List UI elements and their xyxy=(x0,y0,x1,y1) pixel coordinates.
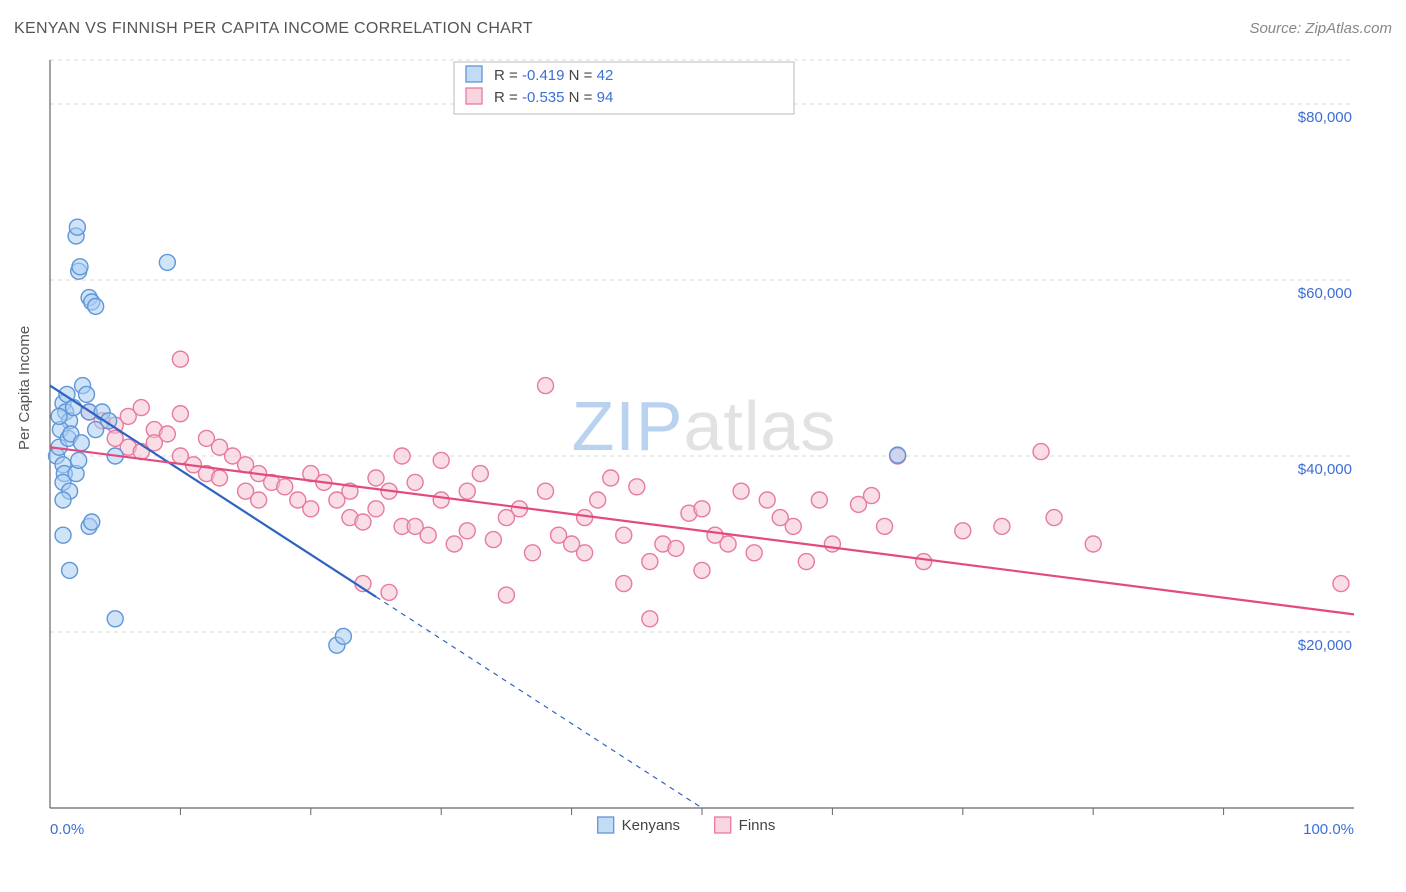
scatter-point-finns xyxy=(538,483,554,499)
scatter-point-finns xyxy=(1033,444,1049,460)
scatter-point-kenyans xyxy=(159,254,175,270)
scatter-point-finns xyxy=(459,523,475,539)
legend-stats-row: R = -0.535 N = 94 xyxy=(494,89,613,106)
scatter-point-finns xyxy=(538,378,554,394)
scatter-point-finns xyxy=(498,587,514,603)
scatter-point-finns xyxy=(1046,510,1062,526)
trendline-finns xyxy=(50,447,1354,614)
scatter-point-finns xyxy=(1333,576,1349,592)
scatter-point-finns xyxy=(159,426,175,442)
scatter-point-finns xyxy=(577,510,593,526)
scatter-point-finns xyxy=(785,518,801,534)
scatter-point-kenyans xyxy=(107,611,123,627)
x-max-label: 100.0% xyxy=(1303,821,1354,838)
scatter-point-kenyans xyxy=(71,452,87,468)
legend-label-kenyans: Kenyans xyxy=(622,817,680,834)
scatter-point-finns xyxy=(212,470,228,486)
scatter-point-finns xyxy=(381,584,397,600)
scatter-chart: $20,000 $40,000 $60,000 $80,000 0.0% 100.0% R … xyxy=(14,50,1392,850)
scatter-point-finns xyxy=(472,466,488,482)
scatter-point-kenyans xyxy=(88,422,104,438)
chart-area: Per Capita Income $20,000$40,000$60,000$… xyxy=(14,50,1392,850)
scatter-point-finns xyxy=(642,554,658,570)
legend-swatch-kenyans xyxy=(598,817,614,833)
scatter-point-finns xyxy=(694,501,710,517)
scatter-point-finns xyxy=(864,488,880,504)
legend-swatch-finns xyxy=(466,88,482,104)
scatter-point-finns xyxy=(629,479,645,495)
scatter-point-kenyans xyxy=(335,628,351,644)
scatter-point-finns xyxy=(694,562,710,578)
legend-stats: R = -0.419 N = 42 R = -0.535 N = 94 xyxy=(454,62,794,114)
scatter-point-finns xyxy=(811,492,827,508)
scatter-point-finns xyxy=(420,527,436,543)
scatter-point-finns xyxy=(642,611,658,627)
scatter-point-kenyans xyxy=(62,562,78,578)
scatter-point-finns xyxy=(746,545,762,561)
y-axis-label: Per Capita Income xyxy=(16,326,33,450)
legend-label-finns: Finns xyxy=(739,817,776,834)
scatter-point-finns xyxy=(603,470,619,486)
scatter-point-finns xyxy=(733,483,749,499)
scatter-point-finns xyxy=(368,501,384,517)
trendline-dash-kenyans xyxy=(376,597,702,808)
y-tick-label: $40,000 xyxy=(1298,461,1352,478)
scatter-point-finns xyxy=(720,536,736,552)
scatter-point-finns xyxy=(877,518,893,534)
scatter-point-finns xyxy=(459,483,475,499)
scatter-point-finns xyxy=(798,554,814,570)
scatter-point-kenyans xyxy=(79,386,95,402)
scatter-point-finns xyxy=(759,492,775,508)
scatter-point-kenyans xyxy=(890,447,906,463)
scatter-point-finns xyxy=(368,470,384,486)
legend-swatch-finns xyxy=(715,817,731,833)
scatter-point-finns xyxy=(577,545,593,561)
scatter-point-kenyans xyxy=(69,219,85,235)
scatter-point-finns xyxy=(277,479,293,495)
scatter-point-finns xyxy=(668,540,684,556)
scatter-point-finns xyxy=(433,492,449,508)
scatter-point-finns xyxy=(616,527,632,543)
chart-header: KENYAN VS FINNISH PER CAPITA INCOME CORR… xyxy=(14,20,1392,44)
scatter-point-kenyans xyxy=(73,435,89,451)
scatter-point-kenyans xyxy=(88,298,104,314)
scatter-point-finns xyxy=(355,514,371,530)
scatter-point-finns xyxy=(251,492,267,508)
scatter-point-finns xyxy=(133,400,149,416)
trendline-kenyans xyxy=(50,386,376,597)
scatter-point-kenyans xyxy=(55,492,71,508)
scatter-point-finns xyxy=(303,501,319,517)
scatter-point-finns xyxy=(916,554,932,570)
scatter-point-finns xyxy=(994,518,1010,534)
y-tick-label: $20,000 xyxy=(1298,637,1352,654)
scatter-point-finns xyxy=(590,492,606,508)
scatter-point-finns xyxy=(616,576,632,592)
x-min-label: 0.0% xyxy=(50,821,84,838)
scatter-point-finns xyxy=(524,545,540,561)
scatter-point-finns xyxy=(407,474,423,490)
scatter-point-kenyans xyxy=(55,527,71,543)
scatter-point-finns xyxy=(172,406,188,422)
scatter-point-finns xyxy=(955,523,971,539)
legend-swatch-kenyans xyxy=(466,66,482,82)
scatter-point-finns xyxy=(172,351,188,367)
scatter-point-finns xyxy=(485,532,501,548)
scatter-point-finns xyxy=(433,452,449,468)
scatter-point-finns xyxy=(446,536,462,552)
chart-title: KENYAN VS FINNISH PER CAPITA INCOME CORR… xyxy=(14,20,533,37)
scatter-point-finns xyxy=(1085,536,1101,552)
scatter-point-finns xyxy=(394,448,410,464)
scatter-point-finns xyxy=(824,536,840,552)
legend-stats-row: R = -0.419 N = 42 xyxy=(494,67,613,84)
scatter-point-kenyans xyxy=(84,514,100,530)
y-tick-label: $60,000 xyxy=(1298,285,1352,302)
scatter-point-kenyans xyxy=(72,259,88,275)
source-label: Source: ZipAtlas.com xyxy=(1249,20,1392,37)
y-tick-label: $80,000 xyxy=(1298,109,1352,126)
scatter-point-kenyans xyxy=(51,408,67,424)
